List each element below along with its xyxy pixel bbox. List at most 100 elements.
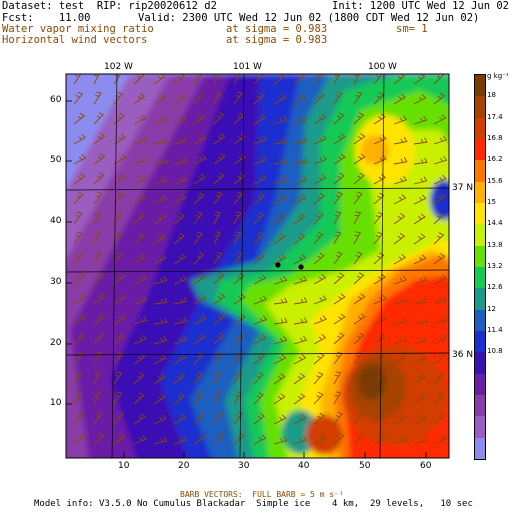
wind-barb <box>213 411 223 425</box>
wind-barb <box>353 153 366 165</box>
wind-barb <box>373 371 384 385</box>
wind-barb <box>433 174 447 185</box>
wind-barb <box>193 134 207 145</box>
wind-barb <box>413 194 427 205</box>
field1-name: Water vapor mixing ratio <box>2 23 154 35</box>
wind-barb <box>233 153 246 165</box>
wind-barb <box>253 372 264 385</box>
wind-barb <box>353 251 363 265</box>
wind-barb <box>133 93 146 105</box>
wind-barb <box>313 92 325 105</box>
wind-barb <box>293 137 308 145</box>
wind-barb <box>353 211 362 225</box>
wind-barb <box>393 93 406 105</box>
wind-barb <box>273 336 288 345</box>
wind-barb <box>153 317 168 325</box>
colorbar-swatch <box>475 75 485 97</box>
wind-barb <box>213 211 222 225</box>
wind-barb <box>393 194 407 205</box>
wind-barb <box>313 295 327 305</box>
wind-barb <box>133 193 146 205</box>
wind-barb <box>113 273 126 285</box>
colorbar-swatch <box>475 96 485 118</box>
wind-barb <box>333 211 342 225</box>
wind-barb <box>73 333 86 345</box>
colorbar-swatch <box>475 373 485 395</box>
wind-barb <box>193 252 205 265</box>
wind-barb <box>193 74 203 85</box>
wind-barb <box>73 91 84 105</box>
wind-barb <box>313 155 327 165</box>
wind-barb <box>173 175 188 185</box>
wind-barb <box>153 213 166 225</box>
wind-barb <box>273 115 288 125</box>
y-tick-label: 50 <box>50 155 62 165</box>
wind-barb <box>213 191 223 205</box>
wind-barb <box>393 233 406 245</box>
wind-barb <box>373 154 387 165</box>
wind-barb <box>333 391 342 405</box>
init-line: Init: 1200 UTC Wed 12 Jun 02 <box>332 0 510 12</box>
x-tick-label: 50 <box>359 461 371 471</box>
wind-barb <box>393 373 406 385</box>
wind-barb <box>133 232 145 245</box>
wind-barb <box>253 392 264 405</box>
wind-barb <box>393 414 407 425</box>
wind-barb <box>433 434 447 445</box>
wind-barb <box>273 354 287 365</box>
wind-barb <box>293 373 306 385</box>
wind-barb <box>93 133 106 145</box>
wind-barb <box>293 335 308 345</box>
wind-barb <box>393 275 408 285</box>
wind-barb <box>233 91 243 105</box>
lat-label-36n: 36 N <box>452 350 474 360</box>
y-tick-label: 20 <box>50 338 62 348</box>
wind-barb <box>153 94 167 105</box>
wind-barb <box>313 412 325 425</box>
wind-barb <box>253 174 267 185</box>
wind-barb <box>133 136 148 145</box>
wind-barb <box>193 333 206 345</box>
wind-barb <box>173 193 187 205</box>
wind-barb <box>373 273 386 285</box>
wind-barb <box>313 333 327 345</box>
valid-line: Valid: 2300 UTC Wed 12 Jun 02 (1800 CDT … <box>138 12 480 24</box>
colorbar-label: 16.2 <box>487 155 503 164</box>
wind-barb <box>433 253 446 265</box>
wind-barb <box>393 213 406 225</box>
wind-barb <box>253 434 267 445</box>
wind-barb <box>353 432 365 445</box>
wind-barb <box>213 133 226 145</box>
wind-barb <box>153 115 168 125</box>
fcst-line: Fcst: 11.00 <box>2 12 91 24</box>
wind-barb <box>213 351 223 365</box>
wind-barb <box>193 113 206 125</box>
wind-barb <box>93 272 105 285</box>
wind-barb <box>393 335 408 345</box>
wind-barb <box>313 192 325 205</box>
wind-barb <box>113 133 127 145</box>
wind-barb <box>93 172 105 185</box>
wind-barb <box>193 294 207 305</box>
x-tick-label: 10 <box>118 461 130 471</box>
colorbar-swatch <box>475 331 485 353</box>
wind-barb <box>433 295 448 305</box>
wind-barb <box>433 372 445 385</box>
mixing-ratio-field <box>66 74 449 458</box>
wind-barb <box>193 391 203 405</box>
wind-barb <box>333 332 345 345</box>
wind-barb <box>153 354 167 365</box>
wind-barb <box>253 334 267 345</box>
wind-barb <box>353 391 362 405</box>
wind-barb <box>113 333 126 345</box>
wind-barb <box>233 74 241 85</box>
wind-barb <box>273 94 287 105</box>
field2-level: at sigma = 0.983 <box>226 34 328 46</box>
wind-barb <box>273 373 286 385</box>
wind-barb <box>293 436 308 445</box>
wind-barb <box>133 253 146 265</box>
wind-barb <box>433 392 445 405</box>
wind-barb <box>93 391 101 405</box>
wind-barb <box>253 135 267 145</box>
colorbar-swatch <box>475 224 485 246</box>
